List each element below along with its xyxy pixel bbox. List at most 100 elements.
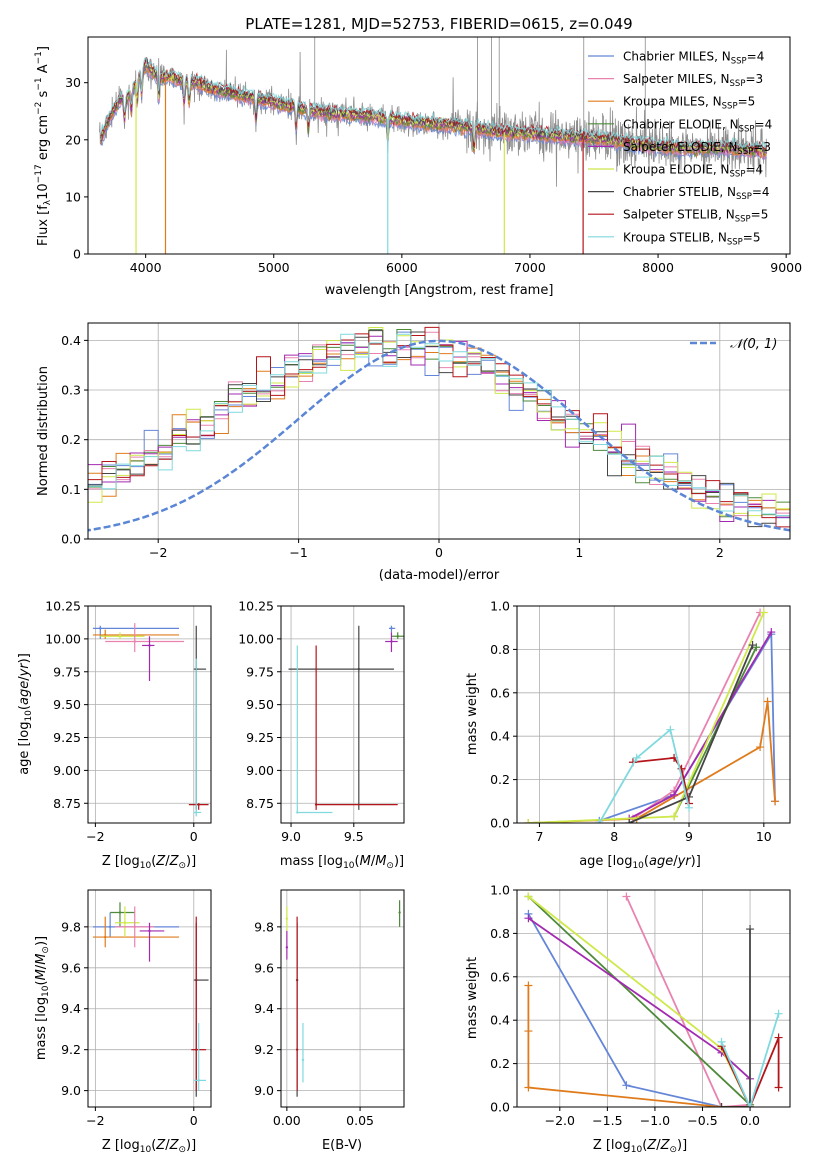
series-marker-kroupa-stelib <box>595 819 604 823</box>
x-tick-label: 9000 <box>770 260 802 275</box>
x-tick-label: 0.05 <box>346 1113 374 1128</box>
legend-nssp: =5 <box>743 230 761 244</box>
x-tick-label: −2 <box>86 1113 104 1128</box>
series-line-chabrier-stelib <box>721 929 751 1107</box>
point-kroupa-elodie <box>123 921 127 924</box>
point-kroupa-elodie <box>118 635 122 638</box>
spectrum-lines <box>99 37 768 254</box>
point-salpeter-elodie <box>148 929 151 933</box>
legend-subscript: SSP <box>737 147 753 157</box>
residual-legend: 𝒩(0, 1) <box>690 337 777 352</box>
y-tick-label: 8.75 <box>53 796 81 811</box>
y-tick-label: 1.0 <box>490 883 510 898</box>
axes: −2 0 8.75 9.00 9.25 9.50 9.75 10.00 10.25 <box>45 599 198 845</box>
point-salpeter-stelib <box>295 1048 299 1051</box>
legend-nssp: =4 <box>747 50 765 64</box>
axes: 9.0 9.5 8.75 9.00 9.25 9.50 9.75 10.00 10.25 <box>238 599 364 845</box>
series-marker-salpeter-elodie <box>524 914 533 923</box>
histogram-salpeter-stelib <box>88 326 790 528</box>
series-marker-kroupa-stelib <box>717 1037 726 1046</box>
point-kroupa-miles <box>104 633 107 637</box>
point-kroupa-stelib <box>197 1079 200 1082</box>
marks <box>92 623 209 817</box>
y-tick-label: 9.25 <box>246 730 274 745</box>
series-line-chabrier-miles <box>527 913 750 1107</box>
axes-frame <box>87 889 212 1108</box>
legend-label-chabrier-elodie: Chabrier ELODIE, NSSP=4 <box>623 117 772 134</box>
residual-plot-area <box>88 326 790 532</box>
series-marker-kroupa-miles <box>524 981 533 990</box>
spectrum-plot-area <box>99 37 768 254</box>
series-line-salpeter-miles <box>625 896 751 1107</box>
age-vs-mass-panel: 9.0 9.5 8.75 9.00 9.25 9.50 9.75 10.00 10.25 <box>238 599 405 845</box>
point-salpeter-elodie <box>390 640 393 643</box>
series-marker-kroupa-miles <box>763 697 772 706</box>
series-marker-chabrier-stelib <box>717 1103 726 1107</box>
spectrum-panel: 4000 5000 6000 7000 8000 9000 0 10 20 30 waveleng… <box>34 36 802 298</box>
series-marker-kroupa-stelib <box>774 1009 783 1018</box>
legend-label-salpeter-elodie: Salpeter ELODIE, NSSP=3 <box>623 140 771 157</box>
residual-ticks: −2 −1 0 1 2 0.0 0.1 0.2 0.3 0.4 <box>61 333 724 560</box>
legend-label-kroupa-stelib: Kroupa STELIB, NSSP=5 <box>623 230 761 247</box>
series-marker-kroupa-stelib <box>685 803 694 812</box>
x-tick-label: 1 <box>575 545 583 560</box>
y-tick-label: 9.6 <box>254 960 274 975</box>
age-vs-metallicity-panel: −2 0 8.75 9.00 9.25 9.50 9.75 10.00 10.25 <box>45 599 212 845</box>
y-tick-label: 9.25 <box>53 730 81 745</box>
figure-title: PLATE=1281, MJD=52753, FIBERID=0615, z=0… <box>245 15 632 33</box>
y-tick-label: 10.00 <box>45 631 81 646</box>
legend-nssp: =4 <box>745 163 763 177</box>
axes: −2.0 −1.5 −1.0 −0.5 0.0 0.0 0.2 0.4 0.6 0.8 1.0 <box>490 883 760 1129</box>
y-tick-label: 9.8 <box>254 919 274 934</box>
legend-subscript: SSP <box>731 57 747 67</box>
legend-label-chabrier-stelib: Chabrier STELIB, NSSP=4 <box>623 185 770 202</box>
wAge-ylabel: mass weight <box>465 673 480 755</box>
point-chabrier-elodie <box>398 911 401 914</box>
legend-nssp: =4 <box>752 185 770 199</box>
x-tick-label: −0.5 <box>687 1113 717 1128</box>
legend-subscript: SSP <box>727 237 743 247</box>
x-tick-label: 0 <box>190 829 198 844</box>
y-tick-label: 9.4 <box>254 1001 274 1016</box>
x-tick-label: −1 <box>289 545 307 560</box>
marks <box>288 625 404 814</box>
x-tick-label: 0 <box>435 545 443 560</box>
series-marker-salpeter-elodie <box>670 790 679 799</box>
x-tick-label: 0.0 <box>740 1113 760 1128</box>
series-marker-kroupa-elodie <box>524 892 533 901</box>
x-tick-label: −2 <box>86 829 104 844</box>
series-marker-salpeter-miles <box>622 892 631 901</box>
y-tick-label: 9.00 <box>53 763 81 778</box>
x-tick-label: 7 <box>535 829 543 844</box>
model-spectrum-chabrier-miles <box>100 68 767 161</box>
y-tick-label: 10.00 <box>238 631 274 646</box>
x-tick-label: 2 <box>716 545 724 560</box>
y-tick-label: 30 <box>65 75 81 90</box>
x-tick-label: 6000 <box>386 260 418 275</box>
y-tick-label: 0.3 <box>61 383 81 398</box>
x-tick-label: 10 <box>756 829 772 844</box>
axes-frame <box>280 889 405 1108</box>
legend-subscript: SSP <box>730 170 746 180</box>
series-line-kroupa-stelib <box>598 728 690 823</box>
series-marker-salpeter-elodie <box>767 628 776 637</box>
residual-xlabel: (data-model)/error <box>379 568 500 583</box>
wAge-xlabel: age [log10(age/yr)] <box>579 854 701 871</box>
mass-vs-metallicity-panel: −2 0 9.0 9.2 9.4 9.6 9.8 <box>61 889 212 1128</box>
legend-nssp: =5 <box>751 208 769 222</box>
marks <box>92 902 209 1097</box>
point-kroupa-stelib <box>195 811 198 814</box>
wZ-xlabel: Z [log10(Z/Z⊙)] <box>593 1138 687 1155</box>
ageZ-ylabel: age [log10(age/yr)] <box>17 653 34 775</box>
y-tick-label: 9.4 <box>61 1001 81 1016</box>
point-chabrier-miles <box>108 925 112 929</box>
y-tick-label: 9.0 <box>254 1083 274 1098</box>
y-tick-label: 8.75 <box>246 796 274 811</box>
legend-label-chabrier-miles: Chabrier MILES, NSSP=4 <box>623 50 764 67</box>
y-tick-label: 0.4 <box>490 1013 510 1028</box>
y-tick-label: 0.6 <box>490 969 510 984</box>
spectrum-axes-frame <box>87 36 791 255</box>
y-tick-label: 9.8 <box>61 919 81 934</box>
y-tick-label: 0.1 <box>61 482 81 497</box>
